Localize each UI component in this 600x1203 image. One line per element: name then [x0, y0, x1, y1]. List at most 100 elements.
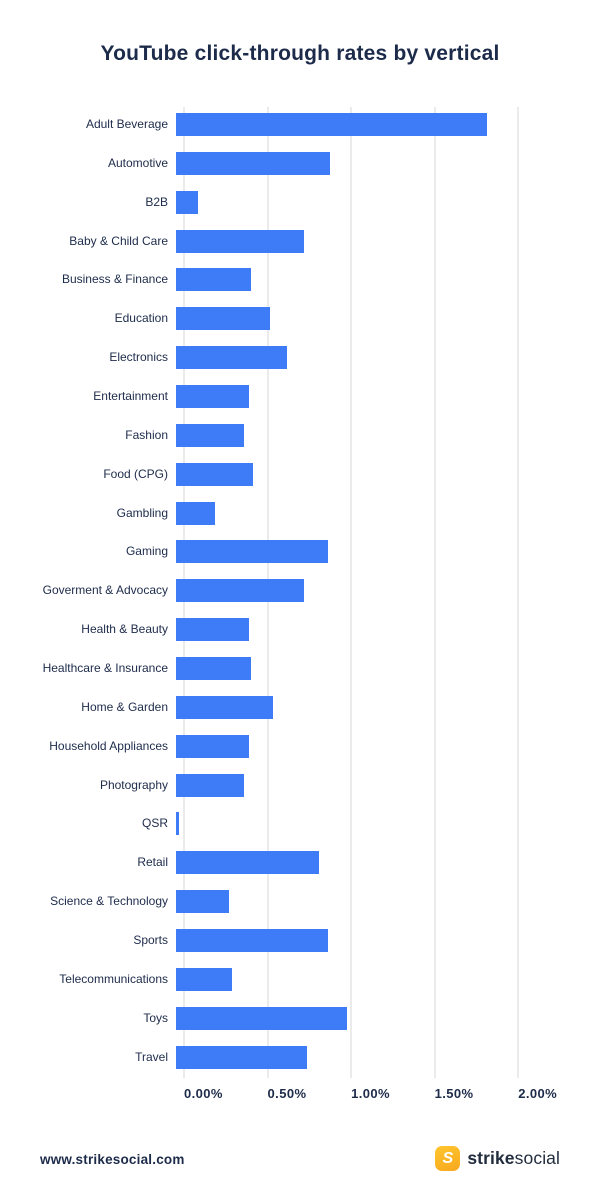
bar-track	[176, 579, 560, 603]
gridline	[433, 107, 436, 1078]
category-label: Gambling	[116, 505, 168, 520]
bar-track	[176, 695, 560, 719]
category-label: Healthcare & Insurance	[42, 661, 168, 676]
chart-row: Electronics	[0, 346, 560, 385]
chart-row: Healthcare & Insurance	[0, 657, 560, 696]
chart-row: Gambling	[0, 501, 560, 541]
chart-row: Retail	[0, 851, 560, 890]
bar	[176, 113, 487, 136]
category-label: Baby & Child Care	[69, 233, 168, 248]
bar-track	[176, 890, 560, 914]
bar	[176, 851, 320, 875]
x-tick-label: 0.00%	[184, 1086, 223, 1101]
bar	[176, 773, 245, 797]
category-label: Business & Finance	[61, 272, 168, 287]
bar-track	[176, 734, 560, 758]
category-label: B2B	[145, 194, 168, 209]
bar-track	[176, 229, 560, 253]
bar	[176, 307, 270, 331]
category-label: Telecommunications	[59, 971, 168, 986]
bar-track	[176, 190, 560, 214]
chart-rows: Adult Beverage Automotive B2B Baby & Child …	[0, 113, 560, 1084]
chart-title: YouTube click-through rates by vertical	[100, 42, 500, 65]
bar	[176, 229, 304, 253]
bar-track	[176, 423, 560, 447]
bar-track	[176, 151, 560, 175]
bar	[176, 1045, 308, 1069]
footer-website-url: www.strikesocial.com	[40, 1152, 185, 1167]
chart-row: Baby & Child Care	[0, 229, 560, 269]
chart-row: Science & Technology	[0, 890, 560, 929]
bar-track	[176, 268, 560, 292]
category-label: Education	[114, 311, 168, 326]
chart-row: Household Appliances	[0, 734, 560, 774]
bar-chart: Adult Beverage Automotive B2B Baby & Child …	[0, 107, 560, 1078]
category-label: Travel	[135, 1049, 168, 1064]
strike-social-logo: S strikesocial	[435, 1146, 560, 1171]
bar	[176, 346, 287, 370]
bar	[176, 385, 250, 409]
gridline	[350, 107, 353, 1078]
category-label: Home & Garden	[81, 699, 168, 714]
bar	[176, 151, 330, 175]
category-label: Electronics	[109, 350, 168, 365]
bar	[176, 967, 233, 991]
category-label: Food (CPG)	[103, 466, 168, 481]
chart-row: Toys	[0, 1006, 560, 1046]
bar-track	[176, 346, 560, 370]
bar-track	[176, 113, 560, 136]
category-label: Health & Beauty	[81, 622, 168, 637]
chart-row: Fashion	[0, 423, 560, 463]
bar	[176, 579, 304, 603]
bar-track	[176, 773, 560, 797]
category-label: Fashion	[125, 427, 168, 442]
bar	[176, 540, 328, 564]
bar	[176, 423, 245, 447]
gridline	[517, 107, 520, 1078]
chart-row: Business & Finance	[0, 268, 560, 307]
chart-row: Health & Beauty	[0, 618, 560, 657]
bar-track	[176, 618, 560, 642]
bar	[176, 734, 250, 758]
x-tick-label: 1.50%	[434, 1086, 474, 1101]
chart-row: B2B	[0, 190, 560, 230]
x-axis: 0.00% 0.50% 1.00% 1.50% 2.00%	[184, 1086, 560, 1104]
chart-row: Adult Beverage	[0, 113, 560, 152]
chart-row: Goverment & Advocacy	[0, 579, 560, 618]
strike-social-logo-icon: S	[435, 1146, 461, 1171]
chart-row: QSR	[0, 812, 560, 851]
bar	[176, 812, 180, 836]
bar-track	[176, 929, 560, 953]
bar	[176, 657, 252, 681]
chart-row: Sports	[0, 929, 560, 968]
bar-track	[176, 1006, 560, 1030]
category-label: Photography	[99, 777, 168, 792]
x-tick-label: 0.50%	[267, 1086, 307, 1101]
category-label: Toys	[143, 1010, 168, 1025]
bar	[176, 890, 229, 914]
bar-track	[176, 540, 560, 564]
category-label: QSR	[141, 816, 168, 831]
chart-row: Travel	[0, 1045, 560, 1085]
category-label: Automotive	[107, 155, 168, 170]
bar	[176, 695, 274, 719]
category-label: Adult Beverage	[85, 117, 168, 131]
chart-row: Automotive	[0, 151, 560, 191]
bar	[176, 190, 199, 214]
category-label: Entertainment	[93, 389, 168, 404]
bar-track	[176, 462, 560, 486]
chart-row: Entertainment	[0, 385, 560, 424]
bar-track	[176, 657, 560, 681]
bar	[176, 501, 216, 525]
bar-track	[176, 967, 560, 991]
bar-track	[176, 1045, 560, 1069]
chart-row: Telecommunications	[0, 967, 560, 1007]
bar	[176, 1006, 347, 1030]
bar	[176, 268, 252, 292]
category-label: Sports	[133, 933, 168, 948]
category-label: Goverment & Advocacy	[42, 583, 168, 598]
bar-track	[176, 501, 560, 525]
chart-row: Photography	[0, 773, 560, 813]
x-tick-label: 2.00%	[518, 1086, 558, 1101]
bar-track	[176, 385, 560, 409]
